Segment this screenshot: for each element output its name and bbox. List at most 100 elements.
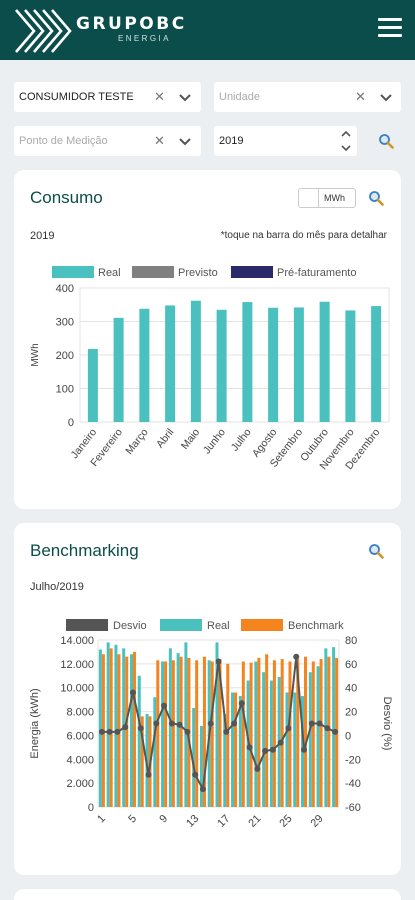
search-icon[interactable]	[368, 190, 384, 206]
bar-benchmark[interactable]	[156, 660, 160, 807]
desvio-point[interactable]	[184, 728, 191, 735]
bar-benchmark[interactable]	[195, 660, 199, 807]
desvio-point[interactable]	[246, 744, 253, 751]
desvio-point[interactable]	[316, 720, 323, 727]
bar-benchmark[interactable]	[210, 661, 214, 807]
bar-benchmark[interactable]	[234, 692, 238, 807]
bar-benchmark[interactable]	[241, 661, 245, 807]
bar-real[interactable]	[192, 707, 196, 807]
consumidor-select[interactable]: CONSUMIDOR TESTE ✕	[14, 82, 201, 112]
bar-março[interactable]	[139, 308, 150, 422]
bar-maio[interactable]	[190, 300, 201, 422]
bar-real[interactable]	[199, 725, 203, 807]
desvio-point[interactable]	[223, 728, 230, 735]
year-stepper-icon[interactable]	[340, 128, 352, 154]
desvio-point[interactable]	[145, 771, 152, 778]
desvio-point[interactable]	[98, 728, 105, 735]
bar-benchmark[interactable]	[327, 656, 331, 807]
desvio-point[interactable]	[176, 721, 183, 728]
chevron-down-icon[interactable]	[178, 133, 192, 149]
desvio-point[interactable]	[254, 765, 261, 772]
desvio-point[interactable]	[161, 702, 168, 709]
clear-consumidor-icon[interactable]: ✕	[154, 89, 165, 104]
bar-janeiro[interactable]	[87, 348, 98, 422]
desvio-point[interactable]	[332, 728, 339, 735]
bar-real[interactable]	[269, 680, 273, 807]
bar-real[interactable]	[106, 642, 110, 807]
desvio-point[interactable]	[199, 786, 206, 793]
desvio-point[interactable]	[207, 720, 214, 727]
desvio-point[interactable]	[122, 724, 129, 731]
bar-setembro[interactable]	[293, 307, 304, 422]
desvio-point[interactable]	[168, 720, 175, 727]
chevron-down-icon[interactable]	[379, 89, 393, 105]
desvio-point[interactable]	[231, 720, 238, 727]
bar-real[interactable]	[215, 642, 219, 807]
ponto-medicao-select[interactable]: Ponto de Medição ✕	[14, 126, 201, 156]
bar-real[interactable]	[98, 649, 102, 807]
bar-real[interactable]	[184, 642, 188, 807]
bar-real[interactable]	[137, 675, 141, 807]
bar-benchmark[interactable]	[164, 661, 168, 807]
bar-real[interactable]	[223, 713, 227, 807]
bar-real[interactable]	[231, 692, 235, 807]
bar-real[interactable]	[153, 697, 157, 807]
clear-unidade-icon[interactable]: ✕	[355, 89, 366, 104]
desvio-point[interactable]	[324, 725, 331, 732]
bar-benchmark[interactable]	[179, 656, 183, 807]
bar-benchmark[interactable]	[202, 656, 206, 807]
desvio-point[interactable]	[153, 720, 160, 727]
bar-real[interactable]	[114, 644, 118, 807]
desvio-point[interactable]	[285, 725, 292, 732]
search-icon[interactable]	[378, 133, 394, 149]
bar-benchmark[interactable]	[226, 663, 230, 807]
bar-julho[interactable]	[242, 302, 253, 422]
search-icon[interactable]	[368, 543, 384, 559]
desvio-point[interactable]	[301, 746, 308, 753]
bar-real[interactable]	[285, 692, 289, 807]
bar-benchmark[interactable]	[296, 659, 300, 807]
desvio-point[interactable]	[129, 689, 136, 696]
bar-benchmark[interactable]	[218, 659, 222, 807]
bar-outubro[interactable]	[319, 301, 330, 422]
bar-fevereiro[interactable]	[113, 317, 124, 422]
desvio-point[interactable]	[277, 739, 284, 746]
desvio-point[interactable]	[215, 658, 222, 665]
chevron-down-icon[interactable]	[178, 89, 192, 105]
desvio-point[interactable]	[262, 747, 269, 754]
bar-real[interactable]	[129, 654, 133, 807]
unidade-select[interactable]: Unidade ✕	[214, 82, 401, 112]
bar-real[interactable]	[332, 647, 336, 807]
desvio-point[interactable]	[192, 771, 199, 778]
bar-real[interactable]	[238, 696, 242, 807]
bar-benchmark[interactable]	[311, 661, 315, 807]
bar-benchmark[interactable]	[140, 716, 144, 807]
desvio-point[interactable]	[293, 653, 300, 660]
bar-real[interactable]	[262, 672, 266, 807]
desvio-point[interactable]	[238, 700, 245, 707]
bar-benchmark[interactable]	[272, 660, 276, 807]
bar-real[interactable]	[176, 653, 180, 807]
bar-abril[interactable]	[165, 305, 176, 422]
bar-benchmark[interactable]	[249, 662, 253, 807]
clear-ponto-icon[interactable]: ✕	[154, 133, 165, 148]
desvio-point[interactable]	[308, 720, 315, 727]
bar-benchmark[interactable]	[109, 648, 113, 807]
hamburger-menu-icon[interactable]	[378, 18, 402, 40]
desvio-point[interactable]	[269, 746, 276, 753]
bar-real[interactable]	[254, 661, 258, 807]
bar-dezembro[interactable]	[371, 306, 382, 422]
bar-real[interactable]	[168, 648, 172, 807]
bar-real[interactable]	[293, 692, 297, 807]
bar-real[interactable]	[161, 661, 165, 807]
bar-benchmark[interactable]	[304, 656, 308, 807]
bar-benchmark[interactable]	[280, 659, 284, 807]
bar-junho[interactable]	[216, 309, 227, 422]
bar-benchmark[interactable]	[171, 660, 175, 807]
bar-agosto[interactable]	[268, 307, 279, 422]
mwh-toggle[interactable]: MWh	[298, 188, 356, 208]
bar-benchmark[interactable]	[288, 661, 292, 807]
desvio-point[interactable]	[106, 728, 113, 735]
bar-novembro[interactable]	[345, 310, 356, 422]
bar-real[interactable]	[308, 672, 312, 807]
